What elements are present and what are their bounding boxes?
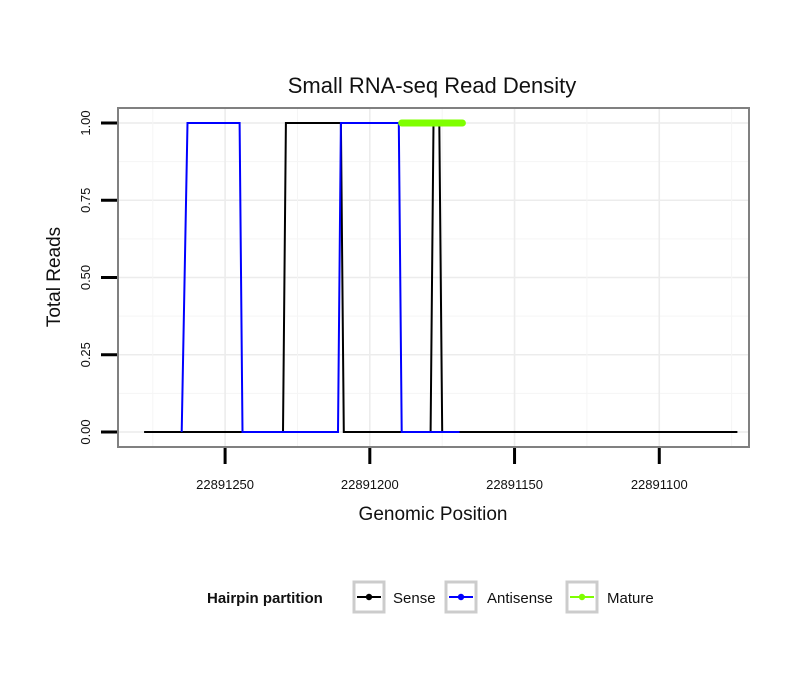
x-axis-title: Genomic Position [359,504,508,525]
series-layer [144,119,738,433]
legend-entry-mature: Mature [565,580,654,614]
y-tick-label: 0.75 [78,188,93,213]
legend-entry-sense: Sense [352,580,436,614]
y-tick-label: 0.50 [78,265,93,290]
x-tick-label: 22891250 [196,477,254,492]
legend-label: Mature [607,590,654,607]
y-tick-label: 1.00 [78,110,93,135]
x-tick-label: 22891200 [341,477,399,492]
legend-key-point [578,593,586,601]
legend-key-point [457,593,465,601]
legend-label: Sense [393,590,436,607]
legend-key-point [365,593,373,601]
legend-title: Hairpin partition [207,590,323,607]
y-tick-label: 0.25 [78,342,93,367]
legend: Hairpin partition Sense Antisense Mature [207,580,654,614]
y-axis: 0.00 0.25 0.50 0.75 1.00 [78,110,117,445]
chart-title: Small RNA-seq Read Density [288,73,577,98]
x-tick-label: 22891150 [486,477,543,492]
x-tick-label: 22891100 [631,477,688,492]
legend-label: Antisense [487,590,553,607]
x-axis: 22891250 22891200 22891150 22891100 [196,448,688,492]
plot-panel [117,107,750,448]
series-line-antisense [180,122,460,433]
y-tick-label: 0.00 [78,419,93,444]
plot-border [117,107,750,448]
y-axis-title: Total Reads [44,227,65,327]
legend-entry-antisense: Antisense [444,580,553,614]
